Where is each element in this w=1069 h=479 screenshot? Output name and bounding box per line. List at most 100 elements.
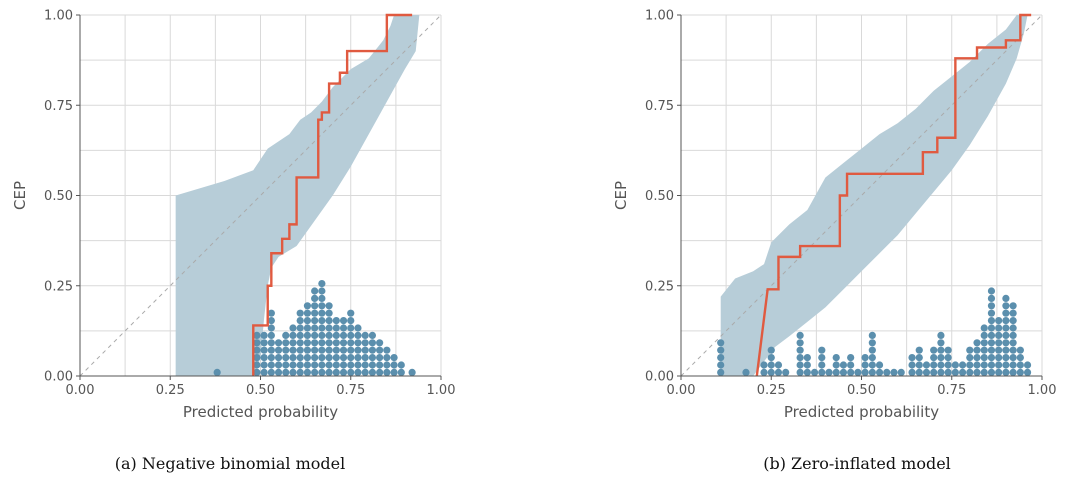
prediction-dot [289, 346, 297, 354]
x-tick-label: 1.00 [427, 383, 456, 398]
prediction-dot [354, 361, 362, 369]
prediction-dot [995, 339, 1003, 347]
prediction-dot [930, 354, 938, 362]
prediction-dot [318, 346, 326, 354]
prediction-dot [311, 331, 319, 339]
prediction-dot [915, 354, 923, 362]
prediction-dot [397, 368, 405, 376]
prediction-dot [854, 368, 862, 376]
prediction-dot [951, 361, 959, 369]
prediction-dot [973, 339, 981, 347]
prediction-dot [944, 346, 952, 354]
prediction-dot [311, 309, 319, 317]
prediction-dot [361, 346, 369, 354]
prediction-dot [818, 354, 826, 362]
prediction-dot [922, 361, 931, 369]
prediction-dot [354, 354, 362, 362]
prediction-dot [937, 346, 945, 354]
prediction-dot [339, 346, 348, 354]
prediction-dot [325, 317, 333, 325]
prediction-dot [995, 361, 1003, 369]
prediction-dot [368, 361, 377, 369]
prediction-dot [861, 354, 869, 362]
y-tick-label: 0.75 [44, 99, 73, 114]
prediction-dot [325, 331, 333, 339]
prediction-dot [318, 280, 326, 288]
prediction-dot [332, 339, 340, 347]
prediction-dot [318, 361, 326, 369]
prediction-dot [339, 339, 348, 347]
prediction-dot [966, 354, 974, 362]
prediction-dot [361, 361, 369, 369]
prediction-dot [296, 346, 304, 354]
prediction-dot [796, 361, 804, 369]
prediction-dot [274, 354, 283, 362]
prediction-dot [267, 339, 275, 347]
prediction-dot [260, 331, 268, 339]
prediction-dot [944, 368, 952, 376]
prediction-dot [274, 361, 283, 369]
prediction-dot [1009, 368, 1017, 376]
prediction-dot [376, 354, 384, 362]
prediction-dot [332, 324, 340, 332]
prediction-dot [390, 368, 398, 376]
prediction-dot [282, 331, 290, 339]
prediction-dot [354, 346, 362, 354]
prediction-dot [408, 368, 416, 376]
prediction-dot [347, 339, 355, 347]
prediction-dot [774, 361, 783, 369]
prediction-dot [289, 361, 297, 369]
prediction-dot [318, 339, 326, 347]
prediction-dot [397, 361, 405, 369]
prediction-dot [937, 331, 945, 339]
prediction-dot [303, 361, 312, 369]
prediction-dot [339, 368, 348, 376]
prediction-dot [717, 361, 725, 369]
y-tick-label: 0.25 [44, 279, 73, 294]
prediction-dot [767, 368, 775, 376]
y-axis-label: CEP [612, 181, 630, 210]
prediction-dot [318, 294, 326, 302]
prediction-dot [930, 368, 938, 376]
prediction-dot [339, 317, 348, 325]
prediction-dot [282, 346, 290, 354]
prediction-dot [332, 361, 340, 369]
y-tick-label: 0.50 [645, 189, 674, 204]
panel-caption: (b) Zero-inflated model [763, 454, 951, 473]
prediction-dot [937, 368, 945, 376]
prediction-dot [987, 361, 996, 369]
prediction-dot [376, 346, 384, 354]
prediction-dot [289, 324, 297, 332]
prediction-dot [717, 346, 725, 354]
prediction-dot [354, 339, 362, 347]
x-tick-label: 0.25 [757, 383, 786, 398]
prediction-dot [875, 368, 884, 376]
prediction-dot [1009, 361, 1017, 369]
prediction-dot [944, 361, 952, 369]
prediction-dot [1009, 309, 1017, 317]
prediction-dot [987, 309, 996, 317]
prediction-dot [1016, 361, 1024, 369]
prediction-dot [973, 354, 981, 362]
prediction-dot [318, 309, 326, 317]
prediction-dot [311, 302, 319, 310]
prediction-dot [1002, 346, 1010, 354]
prediction-dot [368, 368, 377, 376]
prediction-dot [796, 346, 804, 354]
prediction-dot [260, 339, 268, 347]
prediction-dot [1002, 294, 1010, 302]
prediction-dot [868, 339, 876, 347]
prediction-dot [818, 368, 826, 376]
prediction-dot [1002, 302, 1010, 310]
prediction-dot [383, 361, 391, 369]
y-tick-label: 0.00 [645, 370, 674, 385]
prediction-dot [1023, 368, 1032, 376]
prediction-dot [267, 331, 275, 339]
prediction-dot [332, 354, 340, 362]
prediction-dot [915, 361, 923, 369]
prediction-dot [368, 331, 377, 339]
prediction-dot [1002, 331, 1010, 339]
prediction-dot [311, 354, 319, 362]
prediction-dot [908, 368, 916, 376]
x-tick-label: 0.75 [336, 383, 365, 398]
